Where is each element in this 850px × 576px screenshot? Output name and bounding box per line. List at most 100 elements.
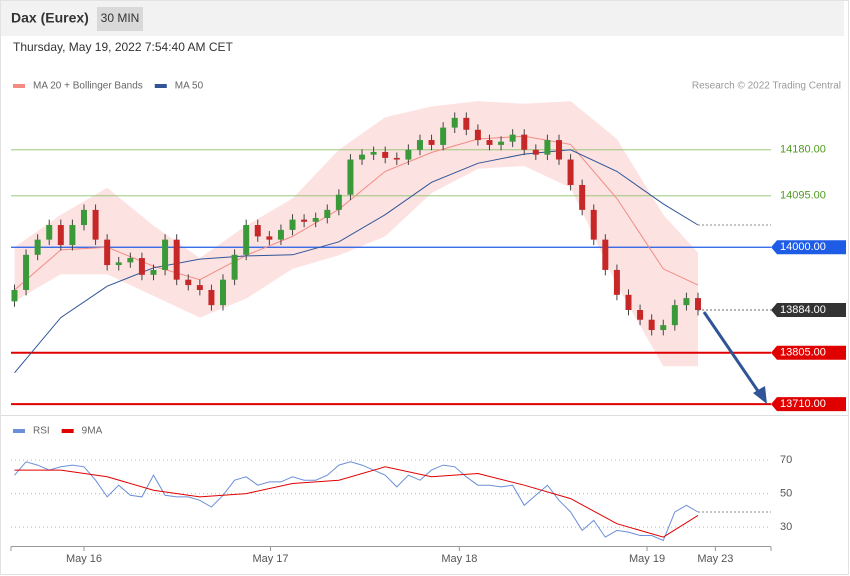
legend-swatch: [154, 84, 167, 88]
candle-body: [509, 134, 516, 142]
candle-body: [80, 209, 87, 226]
candle-body: [532, 149, 539, 155]
candle-body: [254, 225, 261, 237]
candle-body: [521, 134, 528, 150]
legend-swatch: [61, 429, 74, 433]
level-label-box: [771, 303, 846, 317]
candle-body: [660, 325, 667, 331]
candle-body: [671, 305, 678, 326]
x-tick-label: May 17: [252, 553, 288, 565]
candle-body: [359, 154, 366, 160]
candle-body: [428, 140, 435, 145]
level-label-box: [771, 397, 846, 412]
candle-body: [127, 258, 134, 263]
candle-body: [590, 209, 597, 240]
candle-body: [370, 151, 377, 155]
candle-body: [231, 254, 238, 280]
candle-body: [335, 194, 342, 210]
candle-body: [347, 159, 354, 195]
x-tick-label: May 19: [629, 553, 665, 565]
date: Thursday, May 19, 2022 7:54:40 AM CET: [13, 40, 234, 54]
candle-body: [393, 157, 400, 160]
candle-body: [555, 140, 562, 160]
candle-body: [277, 229, 284, 240]
candle-body: [11, 289, 18, 302]
candle-body: [579, 184, 586, 210]
candle-body: [289, 219, 296, 230]
legend-label: 9MA: [82, 426, 103, 437]
x-tick-label: May 18: [441, 553, 477, 565]
timeframe[interactable]: 30 MIN: [101, 11, 140, 25]
legend-swatch: [13, 429, 25, 433]
legend-swatch: [13, 84, 25, 88]
y-tick-label: 30: [780, 521, 792, 533]
forecast-arrow: [702, 311, 762, 395]
candle-body: [498, 141, 505, 145]
level-label: 13710.00: [780, 398, 826, 410]
candle-body: [185, 279, 192, 286]
forecast-arrow-head: [753, 386, 767, 404]
candle-body: [567, 159, 574, 185]
candle-body: [138, 258, 145, 275]
candle-body: [405, 149, 412, 160]
level-label: 14095.00: [780, 190, 826, 202]
candle-body: [196, 285, 203, 290]
credit: Research © 2022 Trading Central: [692, 81, 841, 92]
title: Dax (Eurex): [11, 10, 89, 26]
level-label: 13884.00: [780, 304, 826, 316]
x-tick-label: May 16: [66, 553, 102, 565]
legend-label: MA 50: [175, 81, 204, 92]
legend-label: MA 20 + Bollinger Bands: [33, 81, 143, 92]
candle-body: [301, 219, 308, 222]
plot-layer: MA 20 + Bollinger Bands MA 50 14180.00 1409…: [10, 81, 846, 565]
level-label-box: [771, 345, 846, 360]
candle-body: [150, 269, 157, 275]
candle-body: [312, 217, 319, 222]
candle-body: [46, 225, 53, 240]
candle-body: [382, 151, 389, 158]
level-label: 14000.00: [780, 241, 826, 253]
candle-body: [173, 239, 180, 280]
candle-body: [243, 225, 250, 255]
y-tick-label: 50: [780, 487, 792, 499]
candle-body: [440, 127, 447, 145]
candle-body: [486, 140, 493, 145]
candle-body: [648, 319, 655, 331]
candle-body: [602, 239, 609, 270]
candle-body: [266, 236, 273, 240]
candle-body: [208, 289, 215, 306]
candle-body: [34, 239, 41, 255]
timeframe-button[interactable]: [97, 7, 143, 31]
level-label: 14180.00: [780, 144, 826, 156]
x-tick-label: May 23: [697, 553, 733, 565]
candle-body: [637, 310, 644, 320]
candle-body: [69, 225, 76, 246]
legend-label: RSI: [33, 426, 50, 437]
candle-body: [695, 298, 702, 310]
candle-body: [115, 262, 122, 266]
candle-body: [544, 140, 551, 155]
level-label-box: [771, 240, 846, 255]
indicator-line: [14, 466, 699, 538]
indicator-line: [14, 461, 699, 542]
candle-body: [416, 140, 423, 150]
candle-body: [613, 269, 620, 295]
candle-body: [23, 254, 30, 290]
candle-body: [57, 225, 64, 246]
candle-body: [683, 298, 690, 306]
candle-body: [220, 279, 227, 306]
y-tick-label: 70: [780, 454, 792, 466]
candle-body: [104, 239, 111, 266]
candle-body: [463, 117, 470, 130]
ma-line: [14, 149, 699, 374]
level-label: 13805.00: [780, 347, 826, 359]
bollinger-band: [14, 101, 698, 367]
candle-body: [474, 129, 481, 141]
candle-body: [162, 239, 169, 270]
candle-body: [451, 117, 458, 128]
candle-body: [92, 209, 99, 240]
candle-body: [324, 209, 331, 218]
candle-body: [625, 294, 632, 310]
